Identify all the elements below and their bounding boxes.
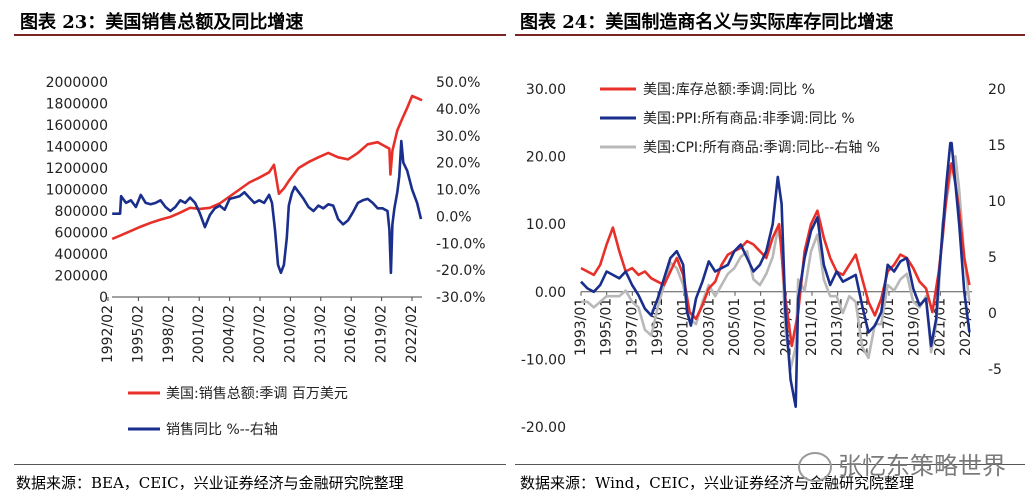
left-legend-label-2: 销售同比 %--右轴 [166, 422, 278, 438]
left-title-rule [14, 34, 506, 36]
left-y-tick-label: 1000000 [46, 183, 108, 199]
right-y-tick-label: -10.0% [436, 236, 486, 252]
right-chart-right-y-tick-label: 15 [988, 138, 1006, 154]
right-chart-left-y-tick-label: 20.00 [526, 150, 566, 166]
left-y-tick-label: 400000 [55, 247, 108, 263]
right-x-tick-label: 1995/01 [599, 298, 615, 356]
left-y-tick-label: 1800000 [46, 97, 108, 113]
left-y-tick-label: 1200000 [46, 161, 108, 177]
right-x-tick-label: 2023/01 [958, 298, 974, 356]
right-y-tick-label: 0.0% [436, 209, 472, 225]
left-x-tick-label: 2001/02 [191, 305, 207, 363]
right-chart-left-y-tick-label: -20.00 [521, 420, 566, 436]
watermark-text: 张忆东策略世界 [838, 452, 1006, 480]
left-series-line-2 [112, 139, 423, 275]
right-legend-label-1: 美国:库存总额:季调:同比 % [643, 82, 815, 98]
right-source-rule [515, 464, 1025, 465]
right-chart-right-y-tick-label: 5 [988, 250, 997, 266]
right-y-tick-label: -20.0% [436, 263, 486, 279]
right-panel-title: 图表 24：美国制造商名义与实际库存同比增速 [520, 12, 894, 33]
right-chart-left-y-tick-label: 0.00 [535, 285, 566, 301]
left-x-tick-label: 2007/02 [252, 305, 268, 363]
right-x-tick-label: 2019/01 [907, 298, 923, 356]
left-y-tick-label: 200000 [55, 269, 108, 285]
right-x-tick-label: 2005/01 [727, 298, 743, 356]
right-chart-left-y-tick-label: 10.00 [526, 217, 566, 233]
left-y-tick-label: 800000 [55, 204, 108, 220]
left-x-tick-label: 2016/02 [343, 305, 359, 363]
left-y-tick-label: 1400000 [46, 140, 108, 156]
right-legend-label-3: 美国:CPI:所有商品:季调:同比--右轴 % [643, 140, 880, 156]
right-chart-right-y-tick-label: 10 [988, 194, 1006, 210]
right-x-tick-label: 1997/01 [624, 298, 640, 356]
right-y-tick-label: 10.0% [436, 183, 480, 199]
right-x-tick-label: 1999/01 [650, 298, 666, 356]
left-legend-label-1: 美国:销售总额:季调 百万美元 [166, 386, 348, 402]
right-chart-left-y-tick-label: -10.00 [521, 352, 566, 368]
left-x-tick-label: 1995/02 [130, 305, 146, 363]
right-chart-right-y-tick-label: -5 [988, 362, 1002, 378]
right-y-tick-label: 20.0% [436, 156, 480, 172]
right-x-tick-label: 2017/01 [881, 298, 897, 356]
right-y-tick-label: 40.0% [436, 102, 480, 118]
right-x-tick-label: 2015/01 [855, 298, 871, 356]
right-chart-right-y-tick-label: 0 [988, 306, 997, 322]
wechat-logo-icon [798, 452, 832, 482]
left-y-tick-label: 2000000 [46, 75, 108, 91]
right-x-tick-label: 1993/01 [573, 298, 589, 356]
left-x-tick-label: 1998/02 [161, 305, 177, 363]
left-x-tick-label: 2022/02 [404, 305, 420, 363]
right-y-tick-label: 50.0% [436, 75, 480, 91]
left-source-note: 数据来源：BEA，CEIC，兴业证券经济与金融研究院整理 [16, 474, 404, 492]
right-y-tick-label: 30.0% [436, 129, 480, 145]
right-y-tick-label: -30.0% [436, 290, 486, 306]
left-x-tick-label: 1992/02 [100, 305, 116, 363]
left-panel-title: 图表 23：美国销售总额及同比增速 [20, 12, 304, 33]
left-chart: 2000000180000016000001400000120000010000… [46, 75, 486, 438]
left-y-tick-label: 1600000 [46, 118, 108, 134]
left-series-line-1 [111, 94, 423, 241]
watermark: 张忆东策略世界 [798, 446, 1006, 482]
left-x-tick-label: 2013/02 [313, 305, 329, 363]
right-x-tick-label: 2003/01 [701, 298, 717, 356]
left-y-tick-label: 600000 [55, 226, 108, 242]
left-source-rule [14, 464, 506, 465]
left-x-tick-label: 2019/02 [374, 305, 390, 363]
right-series-line-2 [580, 141, 971, 409]
right-series-line-3 [581, 154, 971, 371]
right-x-tick-label: 2007/01 [753, 298, 769, 356]
right-chart-left-y-tick-label: 30.00 [526, 82, 566, 98]
right-chart: 30.00 20.00 10.00 0.00 -10.00 -20.00 20 15 10 5 0 -… [521, 82, 1006, 436]
left-y-tick-label: 0 [99, 290, 108, 306]
right-title-rule [515, 34, 1025, 36]
left-x-tick-label: 2004/02 [222, 305, 238, 363]
right-legend-label-2: 美国:PPI:所有商品:非季调:同比 % [643, 111, 855, 127]
right-x-tick-label: 2011/01 [804, 298, 820, 356]
right-x-tick-label: 2013/01 [830, 298, 846, 356]
right-chart-right-y-tick-label: 20 [988, 82, 1006, 98]
left-x-tick-label: 2010/02 [282, 305, 298, 363]
